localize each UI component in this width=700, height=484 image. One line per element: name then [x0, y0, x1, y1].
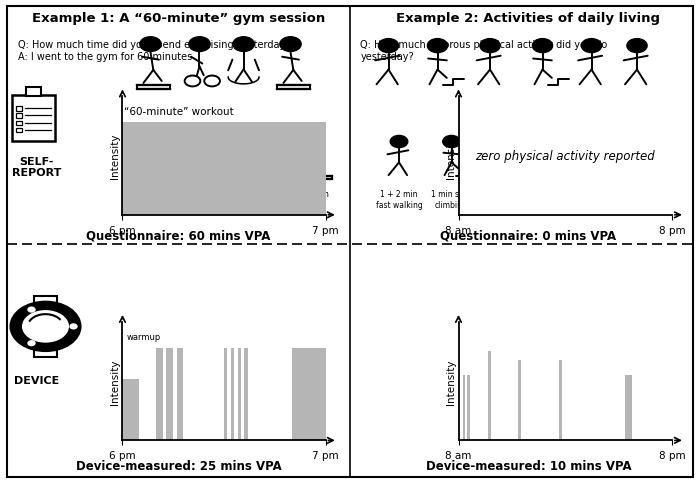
Text: 10 min: 10 min	[300, 190, 330, 199]
Text: SELF-
REPORT: SELF- REPORT	[12, 156, 61, 178]
Bar	[624, 375, 632, 440]
Bar	[16, 107, 22, 111]
Text: Q: How much time did you spend exercising yesterday?: Q: How much time did you spend exercisin…	[18, 40, 290, 49]
Circle shape	[22, 310, 69, 343]
Circle shape	[480, 40, 500, 54]
Text: 4 x 1 min: 4 x 1 min	[250, 190, 289, 199]
Circle shape	[70, 324, 77, 329]
Text: “60-minute” workout: “60-minute” workout	[125, 107, 234, 117]
Circle shape	[379, 40, 398, 54]
Bar	[34, 296, 57, 306]
Text: yesterday?: yesterday?	[360, 52, 414, 62]
Text: zero physical activity reported: zero physical activity reported	[475, 150, 655, 163]
Text: Questionnaire: 60 mins VPA: Questionnaire: 60 mins VPA	[86, 229, 271, 242]
Circle shape	[390, 136, 408, 148]
Circle shape	[306, 134, 324, 147]
Text: 1 + 2 min
fast walking: 1 + 2 min fast walking	[376, 190, 422, 209]
Circle shape	[12, 303, 79, 350]
Bar	[16, 121, 22, 126]
Bar	[518, 360, 521, 440]
Circle shape	[495, 136, 513, 148]
Bar	[156, 348, 163, 440]
Circle shape	[551, 136, 569, 148]
Y-axis label: Intensity: Intensity	[446, 134, 456, 179]
Circle shape	[140, 38, 161, 52]
Text: 3 x 2 min: 3 x 2 min	[204, 190, 244, 199]
Text: 2 min
carrying bags: 2 min carrying bags	[477, 190, 531, 209]
Text: 3 min fast
walking: 3 min fast walking	[593, 190, 632, 209]
Bar	[292, 348, 326, 440]
Text: Example 2: Activities of daily living: Example 2: Activities of daily living	[396, 12, 661, 25]
Circle shape	[533, 40, 552, 54]
Circle shape	[280, 38, 301, 52]
Text: Device-measured: 25 mins VPA: Device-measured: 25 mins VPA	[76, 459, 281, 472]
Bar	[26, 88, 41, 97]
Text: Questionnaire: 0 mins VPA: Questionnaire: 0 mins VPA	[440, 229, 617, 242]
Circle shape	[260, 134, 279, 147]
Bar	[224, 348, 228, 440]
Bar	[122, 123, 326, 215]
Bar	[468, 375, 470, 440]
Circle shape	[233, 38, 254, 52]
Y-axis label: Intensity: Intensity	[446, 359, 456, 404]
Circle shape	[28, 341, 35, 346]
Circle shape	[159, 134, 177, 147]
Y-axis label: Intensity: Intensity	[110, 359, 120, 404]
Bar	[16, 129, 22, 133]
Text: DEVICE: DEVICE	[14, 375, 59, 385]
Bar	[512, 158, 520, 163]
Text: warmup: warmup	[127, 333, 161, 342]
Bar	[122, 379, 139, 440]
Bar	[559, 360, 561, 440]
Circle shape	[428, 40, 447, 54]
Bar	[167, 348, 173, 440]
Text: Example 1: A “60-minute” gym session: Example 1: A “60-minute” gym session	[32, 12, 325, 25]
Circle shape	[442, 136, 461, 148]
Bar	[176, 348, 183, 440]
Text: Device-measured: 10 mins VPA: Device-measured: 10 mins VPA	[426, 459, 631, 472]
Bar	[488, 351, 491, 440]
Bar	[16, 114, 22, 119]
Circle shape	[582, 40, 601, 54]
Bar	[231, 348, 234, 440]
Bar	[244, 348, 248, 440]
Circle shape	[603, 136, 622, 148]
Y-axis label: Intensity: Intensity	[110, 134, 120, 179]
Circle shape	[215, 134, 233, 147]
Circle shape	[627, 40, 647, 54]
Bar	[12, 96, 55, 141]
Circle shape	[189, 38, 210, 52]
Text: 1 min stair
climbing: 1 min stair climbing	[430, 190, 473, 209]
Text: Q: How much vigorous physical activity did you do: Q: How much vigorous physical activity d…	[360, 40, 608, 49]
Bar	[237, 348, 241, 440]
Text: 5 min
warmup: 5 min warmup	[151, 190, 185, 209]
Circle shape	[28, 307, 35, 312]
Bar	[34, 348, 57, 357]
Bar	[463, 375, 466, 440]
Text: 1 min stair
climbing: 1 min stair climbing	[539, 190, 581, 209]
Text: A: I went to the gym for 60 minutes: A: I went to the gym for 60 minutes	[18, 52, 192, 62]
